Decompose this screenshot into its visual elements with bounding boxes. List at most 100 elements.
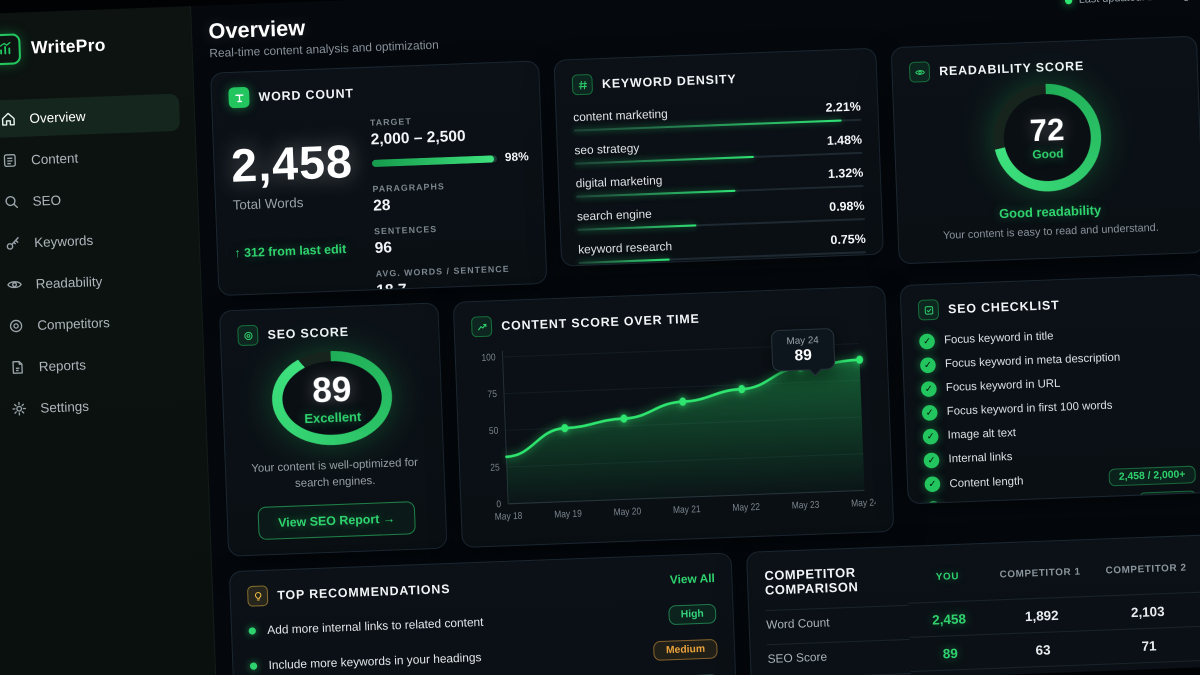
word-count-card: WORD COUNT 2,458 Total Words ↑ 312 from … [210, 60, 548, 297]
checklist-label: Image alt text [947, 426, 1017, 442]
checklist-label: Focus keyword in URL [945, 377, 1061, 395]
tooltip-label: May 24 [786, 334, 819, 348]
readability-grade: Good [1032, 148, 1064, 162]
card-title: COMPETITOR COMPARISON [764, 565, 859, 598]
readability-score-card: READABILITY SCORE 72 Good Good readabili… [890, 35, 1200, 265]
svg-text:May 23: May 23 [792, 499, 820, 511]
bullet-icon [248, 627, 257, 635]
recommendation-text: Add more internal links to related conte… [267, 616, 484, 637]
card-title: SEO CHECKLIST [947, 297, 1060, 317]
sidebar-item-label: Keywords [33, 231, 94, 250]
checklist-item: ✓ Readability score 72 | 60+ [925, 490, 1197, 505]
svg-text:May 21: May 21 [673, 504, 701, 516]
column-header-competitor-1: COMPETITOR 1 [999, 565, 1081, 581]
sidebar-item-label: Content [30, 149, 79, 167]
svg-text:May 20: May 20 [613, 506, 641, 518]
chart-tooltip: May 24 89 [770, 327, 836, 377]
search-icon [1, 192, 20, 211]
top-recommendations-card: TOP RECOMMENDATIONS View All Add more in… [228, 552, 740, 675]
keyword-name: search engine [576, 208, 652, 224]
recommendation-item: Add more internal links to related conte… [248, 603, 717, 641]
main-content: Overview Real-time content analysis and … [191, 0, 1200, 675]
check-icon: ✓ [918, 332, 936, 350]
checklist-item: ✓ Focus keyword in first 100 words [921, 394, 1194, 421]
priority-badge: High [667, 603, 717, 626]
readability-icon [908, 61, 931, 83]
bullet-icon [249, 662, 258, 670]
sidebar-item-competitors[interactable]: Competitors [0, 300, 188, 344]
seo-score-value: 89 [311, 369, 353, 411]
svg-text:May 24: May 24 [851, 497, 876, 509]
sidebar-item-settings[interactable]: Settings [0, 383, 191, 427]
target-progress-pct: 98% [504, 150, 529, 165]
seo-checklist-card: SEO CHECKLIST ✓ Focus keyword in title ✓ F… [899, 273, 1200, 505]
card-title: SEO SCORE [267, 324, 350, 342]
keyword-value: 0.75% [830, 231, 866, 248]
card-title: KEYWORD DENSITY [601, 71, 737, 92]
cell-competitor-1: 63 [989, 629, 1097, 668]
file-icon [7, 357, 26, 376]
sidebar-item-label: Overview [29, 107, 86, 126]
cell-competitor-2: 2,103 [1094, 591, 1200, 630]
total-words-value: 2,458 [230, 134, 354, 193]
cell-competitor-1: 1,892 [988, 595, 1096, 634]
gear-icon [9, 399, 28, 418]
view-all-link[interactable]: View All [669, 572, 716, 587]
checklist-label: Focus keyword in first 100 words [946, 399, 1113, 418]
keyword-row: search engine 0.98% [576, 198, 866, 231]
key-icon [3, 233, 22, 252]
check-icon: ✓ [925, 501, 942, 505]
sidebar-item-content[interactable]: Content [0, 135, 182, 179]
sidebar-item-label: Competitors [36, 314, 111, 333]
keyword-row: content marketing 2.21% [573, 99, 862, 132]
stat-value: 28 [372, 196, 391, 215]
sidebar-item-seo[interactable]: SEO [0, 176, 183, 220]
keyword-name: digital marketing [575, 174, 663, 191]
content-score-chart-card: CONTENT SCORE OVER TIME 0 25 50 75 100 May 18… [452, 285, 895, 548]
seo-score-card: SEO SCORE 89 Excellent Your content is w… [219, 302, 448, 557]
seo-score-grade: Excellent [304, 409, 362, 427]
checklist-item: ✓ Focus keyword in URL [920, 370, 1193, 397]
svg-text:May 22: May 22 [732, 501, 760, 513]
sidebar-item-readability[interactable]: Readability [0, 259, 186, 303]
sidebar-item-keywords[interactable]: Keywords [0, 218, 185, 262]
seo-score-gauge: 89 Excellent [270, 348, 394, 448]
card-title: CONTENT SCORE OVER TIME [501, 311, 700, 334]
svg-text:100: 100 [481, 352, 495, 363]
sidebar-nav: Overview Content SEO Keywords Readabilit… [0, 93, 191, 428]
checklist-item: ✓ Focus keyword in title [918, 323, 1191, 350]
svg-text:25: 25 [490, 462, 500, 473]
keyword-value: 0.98% [829, 198, 865, 215]
check-icon: ✓ [919, 356, 936, 373]
app-logo: WritePro [0, 23, 177, 66]
target-progress-bar [371, 154, 497, 167]
word-count-icon [228, 86, 250, 109]
checklist-label: Internal links [948, 450, 1013, 466]
view-seo-report-button[interactable]: View SEO Report → [257, 501, 416, 541]
lightbulb-icon [246, 585, 269, 607]
sidebar: WritePro Overview Content SEO Keywords R… [0, 6, 218, 675]
seo-score-description: Your content is well-optimized for searc… [251, 456, 419, 491]
total-words-label: Total Words [232, 194, 304, 213]
checklist-label: Readability score [950, 499, 1038, 504]
keyword-name: seo strategy [574, 142, 640, 158]
check-icon: ✓ [921, 404, 938, 421]
keyword-name: keyword research [577, 240, 673, 257]
svg-text:May 19: May 19 [554, 508, 582, 520]
stat-value: 18.7 [376, 280, 407, 297]
sidebar-item-reports[interactable]: Reports [0, 342, 189, 386]
target-icon [6, 316, 25, 335]
checklist-item: ✓ Focus keyword in meta description [919, 347, 1192, 374]
priority-badge: Medium [653, 638, 718, 661]
word-count-delta: ↑ 312 from last edit [234, 241, 347, 261]
checklist-label: Content length [949, 474, 1024, 490]
keyword-value: 2.21% [825, 99, 862, 115]
card-title: READABILITY SCORE [938, 58, 1085, 79]
readability-gauge: 72 Good [991, 81, 1104, 194]
sidebar-item-overview[interactable]: Overview [0, 93, 181, 139]
sidebar-item-label: Readability [35, 273, 103, 292]
svg-text:0: 0 [496, 499, 501, 510]
checklist-label: Focus keyword in meta description [944, 351, 1121, 371]
logo-chart-icon [0, 33, 22, 66]
